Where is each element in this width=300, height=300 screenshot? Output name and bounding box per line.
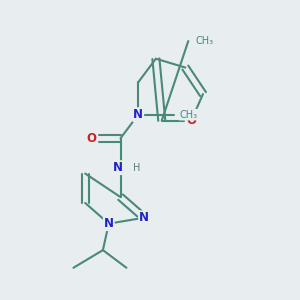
Text: CH₃: CH₃ (179, 110, 198, 120)
Text: N: N (139, 211, 149, 224)
Text: O: O (186, 114, 196, 127)
Text: O: O (86, 132, 96, 145)
Text: CH₃: CH₃ (196, 36, 214, 46)
Text: N: N (133, 108, 143, 121)
Text: N: N (104, 217, 114, 230)
Text: N: N (113, 161, 123, 174)
Text: H: H (133, 163, 140, 173)
